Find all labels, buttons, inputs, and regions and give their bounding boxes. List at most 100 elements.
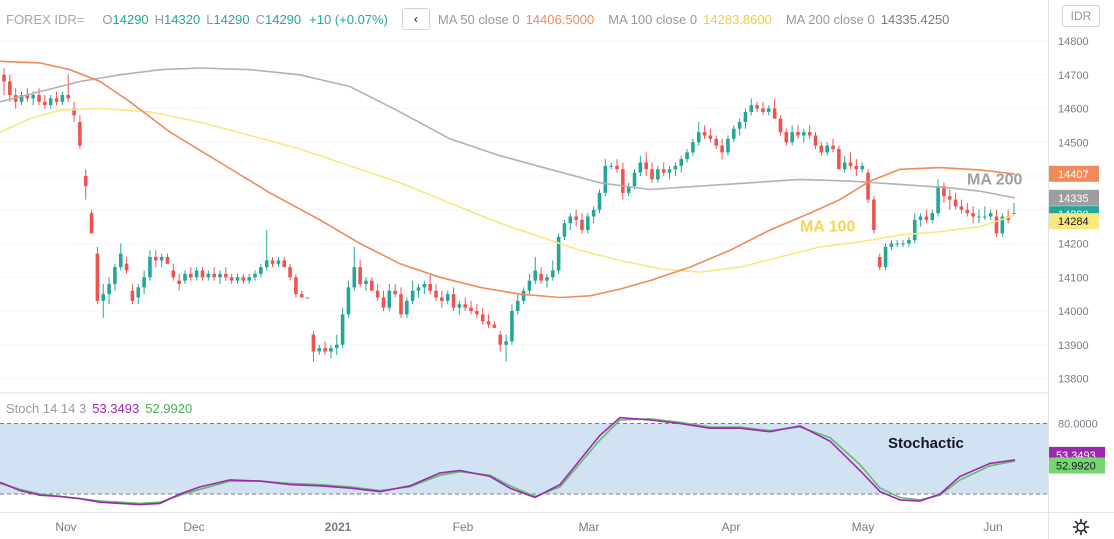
candle-body xyxy=(907,240,911,244)
candle-body xyxy=(334,344,339,349)
candle-up xyxy=(19,91,24,106)
candle-body xyxy=(650,169,654,180)
time-axis[interactable]: Nov Dec 2021 Feb Mar Apr May Jun xyxy=(0,512,1114,535)
candle-down xyxy=(282,257,287,268)
candle-up xyxy=(247,273,252,284)
candle-up xyxy=(1000,213,1005,237)
candle-body xyxy=(130,290,135,301)
candle-body xyxy=(37,95,41,102)
candle-down xyxy=(498,331,503,352)
ma50-name[interactable]: MA 50 close 0 xyxy=(437,11,520,27)
candle-down xyxy=(644,152,648,176)
candle-up xyxy=(405,297,409,318)
candle-body xyxy=(720,145,724,153)
price-tick-label: 14600 xyxy=(1058,104,1089,116)
candle-body xyxy=(959,206,964,210)
price-tag-bg xyxy=(1049,165,1099,182)
candle-body xyxy=(942,186,946,197)
candle-up xyxy=(977,209,981,224)
candle-body xyxy=(323,348,327,352)
time-tick-label: May xyxy=(852,520,875,534)
candle-down xyxy=(83,169,88,200)
candle-body xyxy=(189,273,193,278)
candle-body xyxy=(206,273,211,278)
candle-down xyxy=(877,253,882,271)
candle-down xyxy=(54,91,59,106)
candle-up xyxy=(107,277,111,305)
candle-body xyxy=(101,294,106,301)
candle-body xyxy=(229,277,234,281)
candle-body xyxy=(539,273,543,281)
price-pane[interactable]: MA 200 MA 100 xyxy=(0,40,1048,379)
candle-body xyxy=(691,142,695,153)
candle-body xyxy=(118,253,123,268)
candle-up xyxy=(766,105,771,116)
candle-body xyxy=(661,169,666,173)
candle-up xyxy=(113,263,117,291)
candle-body xyxy=(305,297,310,299)
price-tick-label: 14000 xyxy=(1058,306,1089,318)
candle-body xyxy=(533,270,538,281)
candle-up xyxy=(118,243,123,271)
candle-down xyxy=(621,162,625,200)
candle-up xyxy=(591,206,596,224)
candle-up xyxy=(673,162,678,176)
candle-body xyxy=(25,95,30,99)
candle-down xyxy=(615,159,619,173)
ma200-name[interactable]: MA 200 close 0 xyxy=(785,11,875,27)
candle-down xyxy=(89,209,94,234)
candle-body xyxy=(953,199,958,207)
stoch-pane[interactable]: Stochactic xyxy=(0,416,1048,506)
candle-up xyxy=(568,213,573,230)
candle-down xyxy=(924,209,929,224)
candle-down xyxy=(720,138,724,160)
candle-body xyxy=(54,98,59,102)
candle-down xyxy=(434,284,438,301)
collapse-legend-button[interactable]: ‹ xyxy=(401,8,430,30)
candle-body xyxy=(714,138,719,146)
candle-body xyxy=(603,165,608,193)
candle-body xyxy=(194,270,199,278)
open-value: 14290 xyxy=(112,11,149,27)
candle-up xyxy=(895,240,900,247)
candle-up xyxy=(253,270,257,281)
candle-down xyxy=(772,98,777,119)
candle-down xyxy=(492,321,497,328)
candle-down xyxy=(778,115,783,136)
price-tag: 14407 xyxy=(1049,165,1099,182)
low-label: L xyxy=(206,11,214,27)
candle-up xyxy=(183,270,187,284)
candle-body xyxy=(270,260,275,264)
candle-body xyxy=(580,219,584,230)
candle-body xyxy=(8,81,12,95)
candle-down xyxy=(358,260,362,288)
currency-button[interactable]: IDR xyxy=(1062,5,1100,27)
candle-body xyxy=(95,253,100,301)
time-tick-label: 2021 xyxy=(325,520,352,534)
candle-body xyxy=(89,213,94,234)
candle-body xyxy=(673,165,678,170)
candle-down xyxy=(854,159,859,176)
candle-down xyxy=(872,196,876,234)
candle-up xyxy=(422,280,427,295)
candle-body xyxy=(399,294,403,315)
candle-body xyxy=(872,199,876,230)
candle-up xyxy=(586,213,590,234)
candle-body xyxy=(136,287,141,298)
candle-body xyxy=(591,209,596,217)
candle-body xyxy=(142,277,146,288)
candle-up xyxy=(889,240,894,251)
stoch-name[interactable]: Stoch 14 14 3 xyxy=(6,401,87,416)
ma100-name[interactable]: MA 100 close 0 xyxy=(608,11,698,27)
candle-body xyxy=(416,287,421,291)
gear-icon[interactable] xyxy=(1072,518,1090,536)
candle-down xyxy=(475,304,479,318)
candle-up xyxy=(340,307,345,349)
symbol-name[interactable]: FOREX IDR= xyxy=(6,11,85,27)
candle-body xyxy=(556,236,561,271)
high-value: 14320 xyxy=(164,11,201,27)
price-axis[interactable]: 1380013900140001410014200143001440014500… xyxy=(1048,0,1106,539)
candle-down xyxy=(807,125,812,139)
candle-body xyxy=(288,267,292,278)
